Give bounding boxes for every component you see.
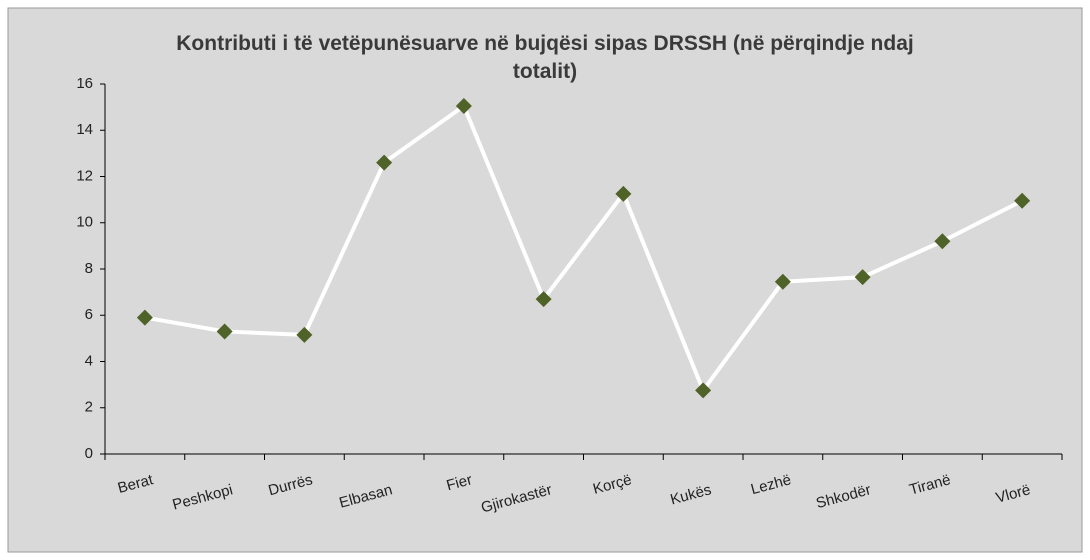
data-point bbox=[615, 185, 632, 202]
y-tick-label: 2 bbox=[85, 399, 93, 416]
data-point bbox=[774, 273, 791, 290]
data-point bbox=[854, 269, 871, 286]
chart-background bbox=[7, 7, 1083, 553]
y-tick-label: 0 bbox=[85, 445, 93, 462]
y-tick-label: 16 bbox=[76, 75, 93, 92]
y-tick-label: 8 bbox=[85, 260, 93, 277]
y-tick-label: 14 bbox=[76, 121, 93, 138]
data-point bbox=[136, 309, 153, 326]
y-tick-label: 10 bbox=[76, 214, 93, 231]
data-point bbox=[455, 97, 472, 114]
data-point bbox=[934, 233, 951, 250]
y-tick-label: 12 bbox=[76, 167, 93, 184]
data-point bbox=[216, 323, 233, 340]
data-point bbox=[376, 154, 393, 171]
data-point bbox=[535, 291, 552, 308]
data-point bbox=[695, 382, 712, 399]
y-tick-label: 4 bbox=[85, 352, 93, 369]
chart-title: Kontributi i të vetëpunësuarve në bujqës… bbox=[176, 32, 914, 83]
y-tick-label: 6 bbox=[85, 306, 93, 323]
data-line bbox=[144, 103, 1024, 393]
data-point bbox=[296, 326, 313, 343]
data-point bbox=[1014, 192, 1031, 209]
x-tick-label: Fier bbox=[445, 471, 474, 494]
